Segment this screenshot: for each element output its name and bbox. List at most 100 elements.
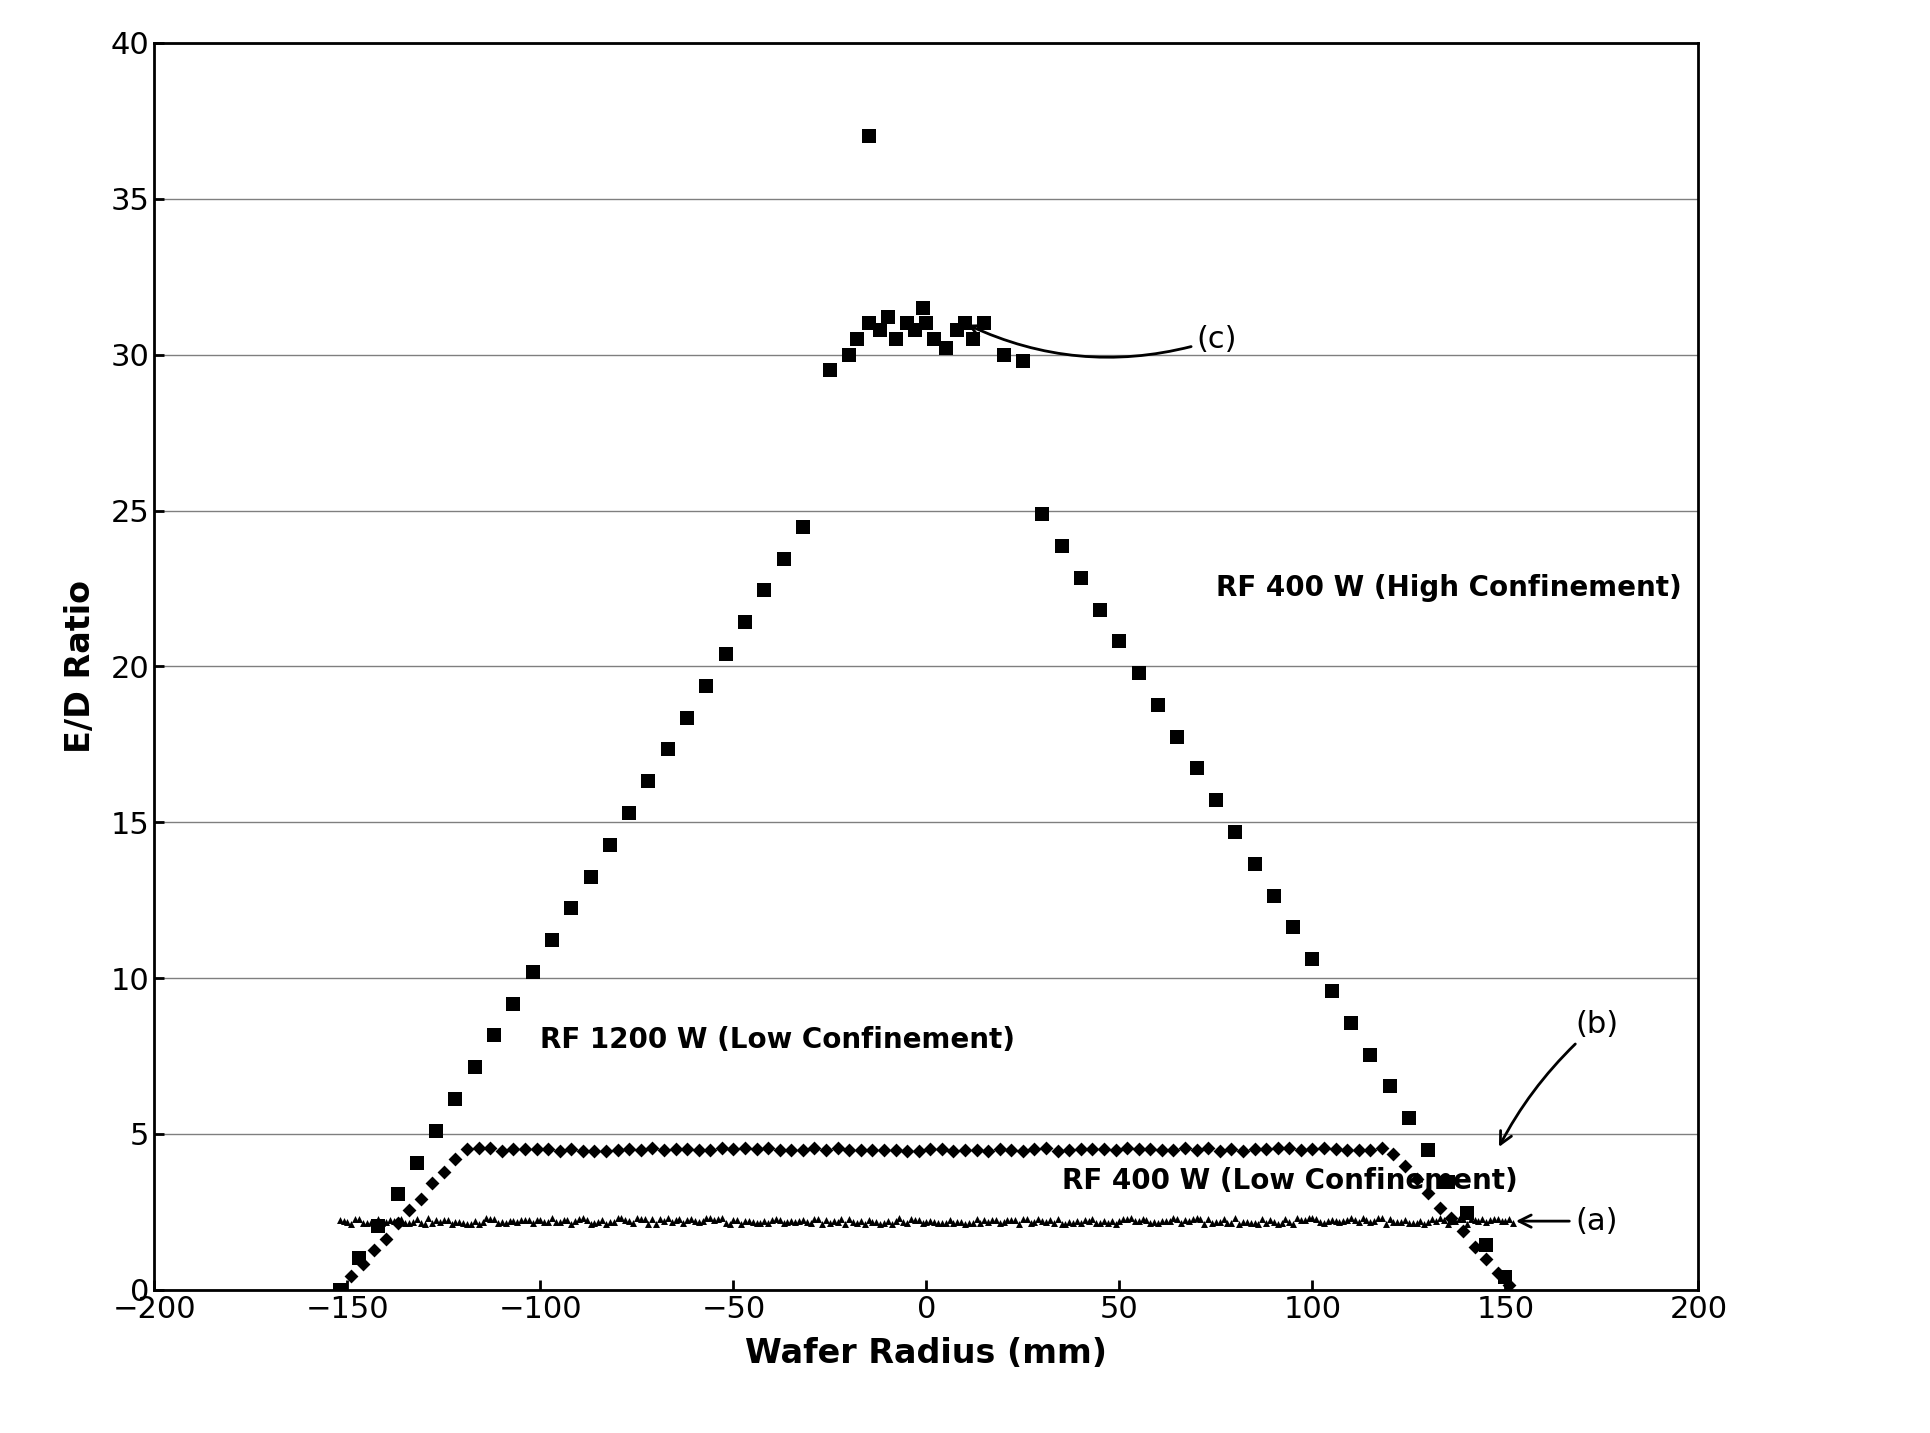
Point bbox=[1440, 1209, 1471, 1232]
Point bbox=[1336, 1012, 1366, 1035]
Point bbox=[324, 1280, 355, 1303]
Point bbox=[359, 1211, 390, 1234]
Point bbox=[1278, 916, 1309, 939]
Point bbox=[517, 1212, 548, 1235]
Point bbox=[1023, 1207, 1054, 1230]
Point bbox=[371, 1211, 401, 1234]
Point bbox=[896, 1208, 926, 1231]
Point bbox=[440, 1088, 471, 1111]
Point bbox=[591, 1212, 621, 1235]
Point bbox=[737, 1211, 768, 1234]
Point bbox=[799, 1208, 830, 1231]
Point bbox=[1490, 1265, 1521, 1288]
Point bbox=[475, 1136, 506, 1159]
Point bbox=[849, 1212, 880, 1235]
Point bbox=[1085, 1212, 1116, 1235]
Point bbox=[672, 1138, 703, 1161]
Point bbox=[463, 1212, 494, 1235]
Point bbox=[440, 1148, 471, 1171]
Point bbox=[363, 1207, 394, 1230]
Point bbox=[1451, 1212, 1482, 1235]
Point bbox=[1393, 1106, 1424, 1129]
Point bbox=[961, 1208, 992, 1231]
Point bbox=[838, 1211, 868, 1234]
Point bbox=[401, 1208, 432, 1231]
Point bbox=[618, 1212, 648, 1235]
Point bbox=[1274, 1211, 1305, 1234]
Point bbox=[1251, 1138, 1282, 1161]
Point bbox=[1231, 1211, 1262, 1234]
Point bbox=[1224, 1212, 1255, 1235]
Point bbox=[1401, 1211, 1432, 1234]
Point bbox=[911, 312, 942, 335]
Point bbox=[1015, 1212, 1046, 1235]
Point bbox=[919, 328, 950, 351]
Point bbox=[1046, 535, 1077, 557]
Point bbox=[1332, 1139, 1363, 1162]
Point bbox=[868, 1212, 899, 1235]
Point bbox=[1158, 1207, 1189, 1230]
Point bbox=[1320, 1209, 1351, 1232]
Point bbox=[1305, 1211, 1336, 1234]
Point bbox=[1282, 1207, 1312, 1230]
Point bbox=[1220, 1207, 1251, 1230]
Point bbox=[548, 1209, 579, 1232]
Point bbox=[1428, 1208, 1459, 1231]
Point bbox=[1328, 1209, 1359, 1232]
Point bbox=[1096, 1209, 1127, 1232]
Point bbox=[795, 1211, 826, 1234]
Point bbox=[498, 1209, 529, 1232]
Point bbox=[899, 1208, 930, 1231]
Point bbox=[363, 1215, 394, 1238]
Point bbox=[606, 1207, 637, 1230]
Point bbox=[706, 1207, 737, 1230]
Point bbox=[841, 1212, 872, 1235]
Point bbox=[1112, 1207, 1143, 1230]
Point bbox=[691, 1207, 722, 1230]
Point bbox=[386, 1208, 417, 1231]
Point bbox=[1227, 1139, 1258, 1162]
Point bbox=[930, 337, 961, 360]
Point bbox=[853, 1208, 884, 1231]
Point bbox=[502, 1211, 533, 1234]
Point bbox=[598, 1211, 629, 1234]
Point bbox=[760, 1208, 791, 1231]
Point bbox=[486, 1139, 517, 1162]
Point bbox=[784, 1209, 814, 1232]
Point bbox=[950, 312, 980, 335]
Point bbox=[799, 1136, 830, 1159]
Point bbox=[1019, 1138, 1050, 1161]
Point bbox=[1266, 1211, 1297, 1234]
Point bbox=[1239, 853, 1270, 876]
Point bbox=[1490, 1209, 1521, 1232]
Point bbox=[575, 1212, 606, 1235]
Point bbox=[1216, 1212, 1247, 1235]
Point bbox=[1027, 503, 1058, 526]
Point bbox=[1042, 1139, 1073, 1162]
Point bbox=[521, 1208, 552, 1231]
Point bbox=[347, 1211, 378, 1234]
Point bbox=[1355, 1209, 1386, 1232]
Point bbox=[1170, 1209, 1200, 1232]
Point bbox=[857, 1138, 888, 1161]
Point bbox=[676, 1208, 706, 1231]
Point bbox=[510, 1209, 540, 1232]
Point bbox=[467, 1211, 498, 1234]
Point bbox=[1104, 1209, 1135, 1232]
Point bbox=[571, 1208, 602, 1231]
Point bbox=[1278, 1212, 1309, 1235]
Point bbox=[1073, 1209, 1104, 1232]
Point bbox=[679, 1209, 710, 1232]
Point bbox=[583, 1211, 614, 1234]
Point bbox=[1200, 1211, 1231, 1234]
Point bbox=[1359, 1209, 1390, 1232]
Point bbox=[390, 1212, 421, 1235]
Point bbox=[926, 1211, 957, 1234]
Point bbox=[915, 1209, 946, 1232]
Point bbox=[1355, 1043, 1386, 1066]
Point bbox=[710, 1212, 741, 1235]
Point bbox=[749, 1209, 780, 1232]
Point bbox=[1123, 1209, 1154, 1232]
Point bbox=[764, 1138, 795, 1161]
Point bbox=[857, 1211, 888, 1234]
